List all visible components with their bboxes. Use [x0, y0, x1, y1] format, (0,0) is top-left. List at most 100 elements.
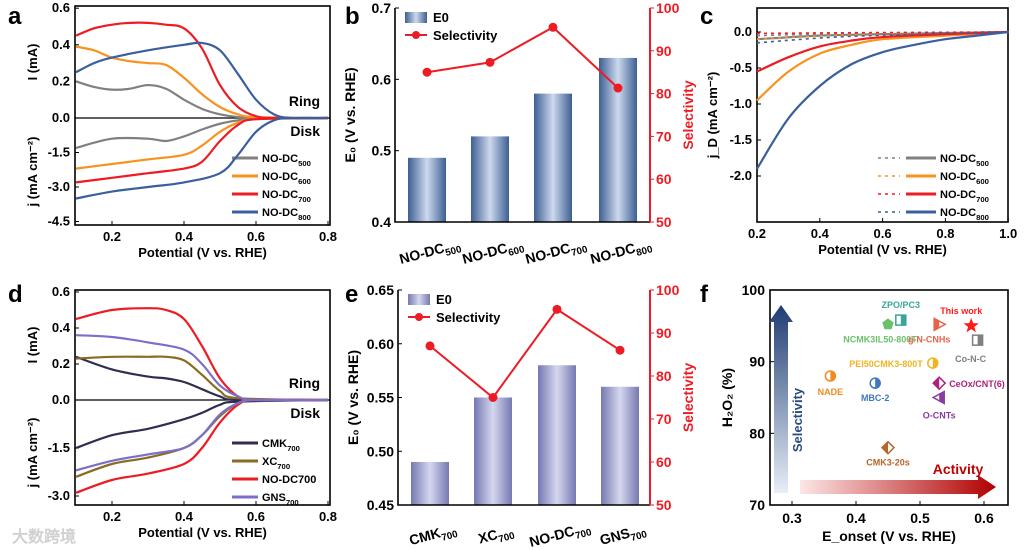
legend-label: NO-DC700 — [262, 189, 311, 204]
y-right-tick-label: 90 — [656, 43, 672, 59]
panel-letter-e: e — [345, 281, 358, 308]
circle-marker-fill — [830, 371, 836, 381]
bar-0 — [408, 157, 446, 222]
legend-point — [415, 313, 423, 321]
diamond-marker-fill — [933, 377, 940, 390]
triangle-marker-fill — [939, 391, 945, 404]
x-tick-label: 0.8 — [319, 229, 337, 244]
disk-curve-2 — [75, 116, 329, 184]
legend-label: NO-DC500 — [262, 153, 311, 168]
activity-arrow-label: Activity — [933, 461, 984, 477]
x-tick-label: 0.6 — [974, 510, 994, 526]
pentagon-marker — [882, 318, 894, 330]
ring-curve-0 — [75, 80, 329, 120]
ring-curve-2 — [75, 21, 329, 120]
legend-label: Selectivity — [433, 28, 498, 43]
selectivity-point-3 — [615, 345, 625, 355]
disk-label: Disk — [290, 405, 320, 421]
panel-letter-d: d — [8, 281, 23, 308]
plot-frame-f — [769, 289, 1009, 506]
y-tick-label: -1.5 — [48, 145, 70, 160]
point-label: g-N-CNHs — [908, 334, 951, 344]
selectivity-point-3 — [613, 83, 623, 93]
y-tick-label: -1.5 — [730, 132, 752, 147]
ring-curve-0 — [75, 355, 329, 402]
legend-label: NO-DC800 — [262, 207, 311, 222]
point-label: NCMK3IL50-800T — [843, 334, 917, 344]
y-right-tick-label: 80 — [656, 368, 672, 384]
bar-1 — [471, 136, 509, 222]
x-axis-label: Potential (V vs. RHE) — [138, 525, 267, 540]
legend-bar-swatch — [408, 294, 430, 305]
triangle-marker-fill — [934, 318, 940, 331]
legend-label: XC700 — [262, 456, 290, 471]
y-axis-label: j_D (mA cm⁻²) — [705, 72, 720, 160]
legend-label: NO-DC600 — [940, 171, 989, 186]
y-axis-label-ring: I (mA) — [25, 327, 40, 364]
y-tick-label: -0.5 — [730, 60, 752, 75]
x-tick-label: 0.2 — [748, 226, 766, 241]
x-axis-label: E_onset (V vs. RHE) — [822, 528, 956, 544]
point-label: This work — [940, 306, 983, 316]
selectivity-point-1 — [485, 57, 495, 67]
y-right-tick-label: 100 — [656, 282, 680, 298]
point-label: PEI50CMK3-800T — [849, 359, 923, 369]
point-label: MBC-2 — [861, 393, 890, 403]
category-label: NO-DC700 — [528, 518, 594, 550]
legend-label: E0 — [433, 10, 449, 25]
ring-label: Ring — [289, 93, 320, 109]
plot-frame-a — [74, 5, 331, 226]
circle-marker-fill — [875, 378, 881, 389]
disk-curve-3 — [75, 398, 329, 472]
this-work-star-marker — [963, 317, 979, 333]
y-tick-label: 100 — [742, 282, 766, 298]
y-tick-label: -3.0 — [48, 488, 70, 503]
x-axis-label: Potential (V vs. RHE) — [138, 245, 267, 260]
legend-label: NO-DC500 — [940, 153, 989, 168]
y-axis-label-disk: j (mA cm⁻²) — [25, 418, 40, 489]
legend-label: Selectivity — [436, 310, 501, 325]
x-tick-label: 0.8 — [319, 509, 337, 524]
y-tick-label: 0.4 — [372, 214, 392, 230]
watermark: 大数跨境 — [12, 527, 76, 546]
legend-label: NO-DC800 — [940, 207, 989, 222]
category-label: GNS700 — [598, 520, 649, 550]
y-right-axis-label: Selectivity — [680, 363, 696, 432]
point-label: O-CNTs — [923, 411, 956, 421]
disk-curve-0 — [75, 398, 329, 450]
point-label: ZPO/PC3 — [882, 300, 921, 310]
y-tick-label: 0.4 — [52, 37, 71, 52]
x-tick-label: 0.5 — [910, 510, 930, 526]
y-tick-label: -1.0 — [730, 96, 752, 111]
x-tick-label: 0.4 — [175, 509, 194, 524]
panel-letter-c: c — [700, 3, 713, 30]
solid-curve-1 — [756, 30, 1009, 102]
y-tick-label: 0.2 — [52, 73, 70, 88]
bar-1 — [474, 397, 512, 505]
square-marker-fill — [900, 315, 906, 326]
bar-2 — [534, 93, 572, 222]
x-tick-label: 0.4 — [811, 226, 830, 241]
legend-label: NO-DC700 — [262, 474, 316, 486]
x-tick-label: 0.6 — [247, 229, 265, 244]
y-tick-label: 0.0 — [52, 110, 70, 125]
y-tick-label: 0.65 — [367, 282, 394, 298]
y-right-tick-label: 60 — [656, 171, 672, 187]
y-tick-label: -3.0 — [48, 179, 70, 194]
selectivity-arrow-label: Selectivity — [790, 387, 805, 452]
x-tick-label: 0.6 — [247, 509, 265, 524]
legend-bar-swatch — [405, 12, 427, 23]
selectivity-point-0 — [425, 341, 435, 351]
y-axis-label: E₀ (V vs. RHE) — [342, 68, 358, 163]
y-right-tick-label: 50 — [656, 214, 672, 230]
x-tick-label: 1.0 — [999, 226, 1017, 241]
selectivity-point-2 — [552, 304, 562, 314]
disk-curve-0 — [75, 116, 329, 149]
y-right-tick-label: 80 — [656, 86, 672, 102]
y-tick-label: -4.5 — [48, 214, 70, 229]
y-tick-label: 0.5 — [372, 143, 392, 159]
panel-letter-f: f — [700, 281, 709, 308]
y-axis-label: E₀ (V vs. RHE) — [345, 350, 361, 445]
selectivity-point-0 — [422, 67, 432, 77]
